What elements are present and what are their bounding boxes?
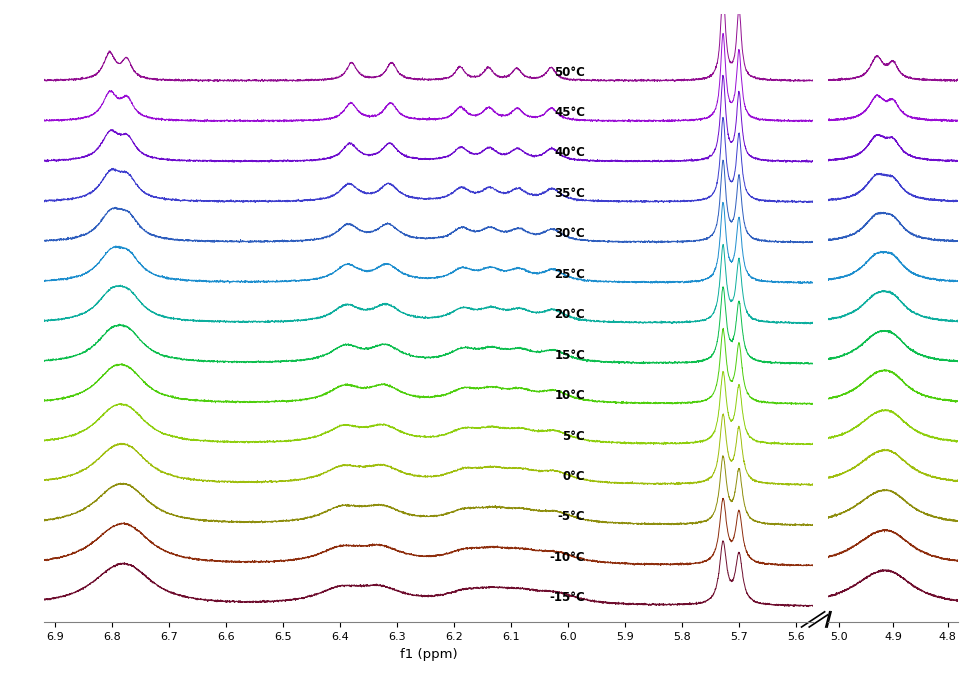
Text: 50°C: 50°C bbox=[554, 66, 584, 79]
Text: 0°C: 0°C bbox=[562, 470, 584, 483]
Text: 20°C: 20°C bbox=[554, 308, 584, 321]
Text: 10°C: 10°C bbox=[554, 389, 584, 402]
Text: 25°C: 25°C bbox=[554, 268, 584, 281]
Text: 45°C: 45°C bbox=[554, 106, 584, 119]
Text: 5°C: 5°C bbox=[562, 430, 584, 443]
Text: -15°C: -15°C bbox=[549, 592, 584, 605]
Text: 15°C: 15°C bbox=[554, 349, 584, 362]
Text: -5°C: -5°C bbox=[557, 510, 584, 523]
Text: 35°C: 35°C bbox=[554, 187, 584, 200]
Text: 30°C: 30°C bbox=[554, 227, 584, 240]
X-axis label: f1 (ppm): f1 (ppm) bbox=[400, 648, 457, 661]
Text: 40°C: 40°C bbox=[554, 146, 584, 159]
Text: -10°C: -10°C bbox=[549, 551, 584, 564]
